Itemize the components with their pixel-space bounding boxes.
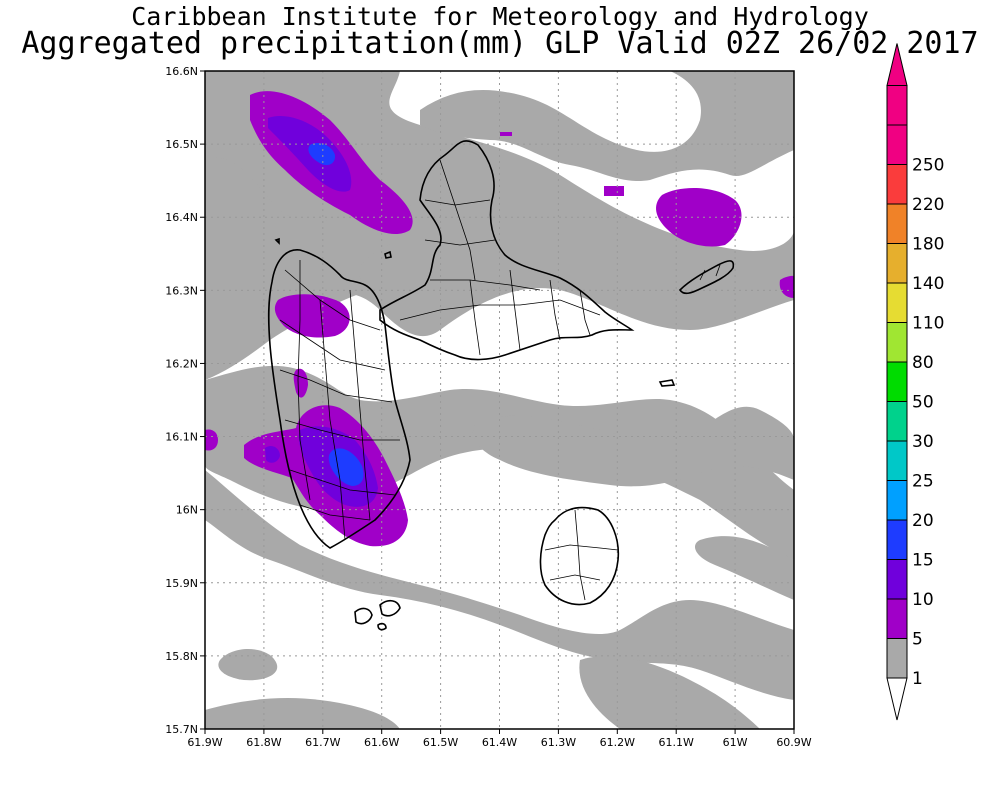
colorbar-label: 30 — [912, 432, 934, 452]
colorbar-segment — [886, 243, 908, 284]
y-tick-label: 16.4N — [165, 211, 198, 224]
colorbar-label: 5 — [912, 630, 923, 650]
y-axis: 15.7N 15.8N 15.9N 16N 16.1N 16.2N 16.3N 16.4N 16… — [165, 65, 205, 736]
colorbar-label: 50 — [912, 393, 934, 413]
colorbar-label: 220 — [912, 195, 944, 215]
x-tick-label: 61.2W — [600, 736, 635, 749]
colorbar-label: 140 — [912, 274, 944, 294]
colorbar-segment — [886, 598, 908, 639]
commune-boundaries — [279, 159, 721, 601]
colorbar-label: 10 — [912, 590, 934, 610]
colorbar-segment — [886, 361, 908, 402]
colorbar-label: 110 — [912, 314, 944, 334]
colorbar-segment — [886, 401, 908, 442]
colorbar-segment — [886, 519, 908, 560]
y-tick-label: 15.7N — [165, 723, 198, 736]
colorbar-label: 15 — [912, 551, 934, 571]
y-tick-label: 15.8N — [165, 650, 198, 663]
y-tick-label: 16.6N — [165, 65, 198, 78]
y-tick-label: 16.2N — [165, 357, 198, 370]
colorbar-segment — [886, 282, 908, 323]
marie-galante-coast — [539, 506, 620, 606]
y-tick-label: 16.1N — [165, 431, 198, 444]
colorbar-label: 25 — [912, 472, 934, 492]
les-saintes-coast — [354, 607, 373, 625]
colorbar-segment — [886, 203, 908, 244]
y-tick-label: 16.3N — [165, 284, 198, 297]
x-tick-label: 61.5W — [423, 736, 458, 749]
colorbar-above-arrow — [886, 43, 908, 86]
grande-terre-coast — [379, 140, 635, 361]
institute-title: Caribbean Institute for Meteorology and … — [131, 2, 869, 31]
x-tick-label: 61.8W — [246, 736, 281, 749]
y-tick-label: 16.5N — [165, 138, 198, 151]
colorbar-segment — [886, 322, 908, 363]
x-tick-label: 61.7W — [305, 736, 340, 749]
colorbar-segment — [886, 638, 908, 679]
precip-field — [205, 71, 794, 729]
x-tick-label: 61.3W — [541, 736, 576, 749]
colorbar-segment — [886, 124, 908, 165]
la-desirade-coast — [678, 260, 735, 295]
colorbar-segment — [886, 559, 908, 600]
map-title: Aggregated precipitation(mm) GLP Valid 0… — [21, 26, 979, 61]
colorbar-segment — [886, 85, 908, 126]
colorbar-label: 20 — [912, 511, 934, 531]
colorbar-label: 1 — [912, 669, 923, 689]
map-grid — [205, 71, 794, 729]
colorbar-segment — [886, 480, 908, 521]
colorbar-label: 180 — [912, 235, 944, 255]
petite-terre-coast — [658, 379, 676, 387]
x-tick-label: 61.9W — [187, 736, 222, 749]
x-tick-label: 61.1W — [659, 736, 694, 749]
colorbar-label: 80 — [912, 353, 934, 373]
coastlines — [267, 140, 735, 631]
x-tick-label: 61.4W — [482, 736, 517, 749]
basse-terre-coast — [267, 249, 411, 549]
x-tick-label: 60.9W — [776, 736, 811, 749]
colorbar-below-arrow — [886, 677, 908, 721]
x-axis: 61.9W 61.8W 61.7W 61.6W 61.5W 61.4W 61.3W 61.2W… — [187, 729, 812, 749]
y-tick-label: 15.9N — [165, 577, 198, 590]
x-tick-label: 61W — [723, 736, 748, 749]
very-heavy-precip-areas — [308, 143, 364, 486]
colorbar-label: 250 — [912, 156, 944, 176]
colorbar-segment — [886, 440, 908, 481]
x-tick-label: 61.6W — [364, 736, 399, 749]
colorbar-segment — [886, 164, 908, 205]
y-tick-label: 16N — [176, 504, 198, 517]
